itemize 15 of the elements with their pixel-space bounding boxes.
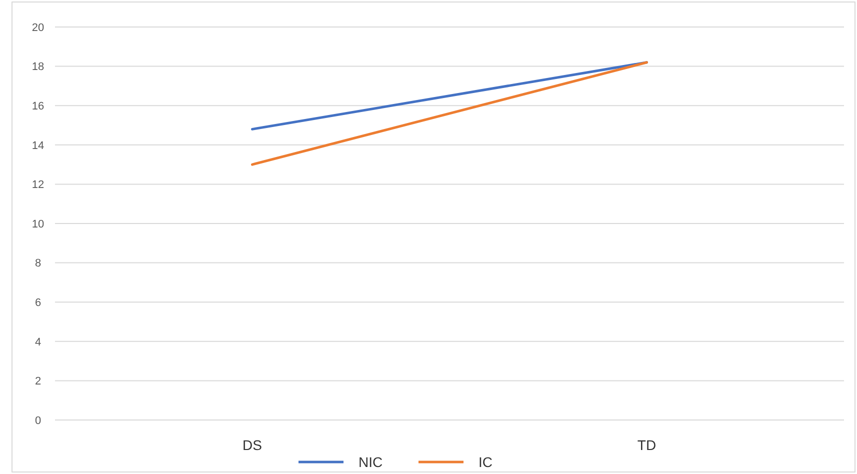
legend-label: IC <box>478 454 492 470</box>
y-tick-label: 8 <box>34 258 42 270</box>
legend-label: NIC <box>358 454 383 470</box>
x-tick-label: DS <box>242 437 262 453</box>
y-tick-label: 6 <box>34 296 42 309</box>
y-tick-label: 12 <box>32 179 44 192</box>
y-tick-label: 18 <box>32 61 44 74</box>
y-tick-label: 0 <box>34 414 42 427</box>
y-tick-label: 20 <box>32 22 44 34</box>
y-tick-label: 4 <box>34 336 42 348</box>
y-tick-label: 2 <box>34 376 42 388</box>
y-tick-label: 10 <box>32 218 44 230</box>
y-tick-label: 14 <box>32 140 44 152</box>
y-tick-label: 16 <box>32 100 44 112</box>
x-tick-label: TD <box>637 437 656 453</box>
